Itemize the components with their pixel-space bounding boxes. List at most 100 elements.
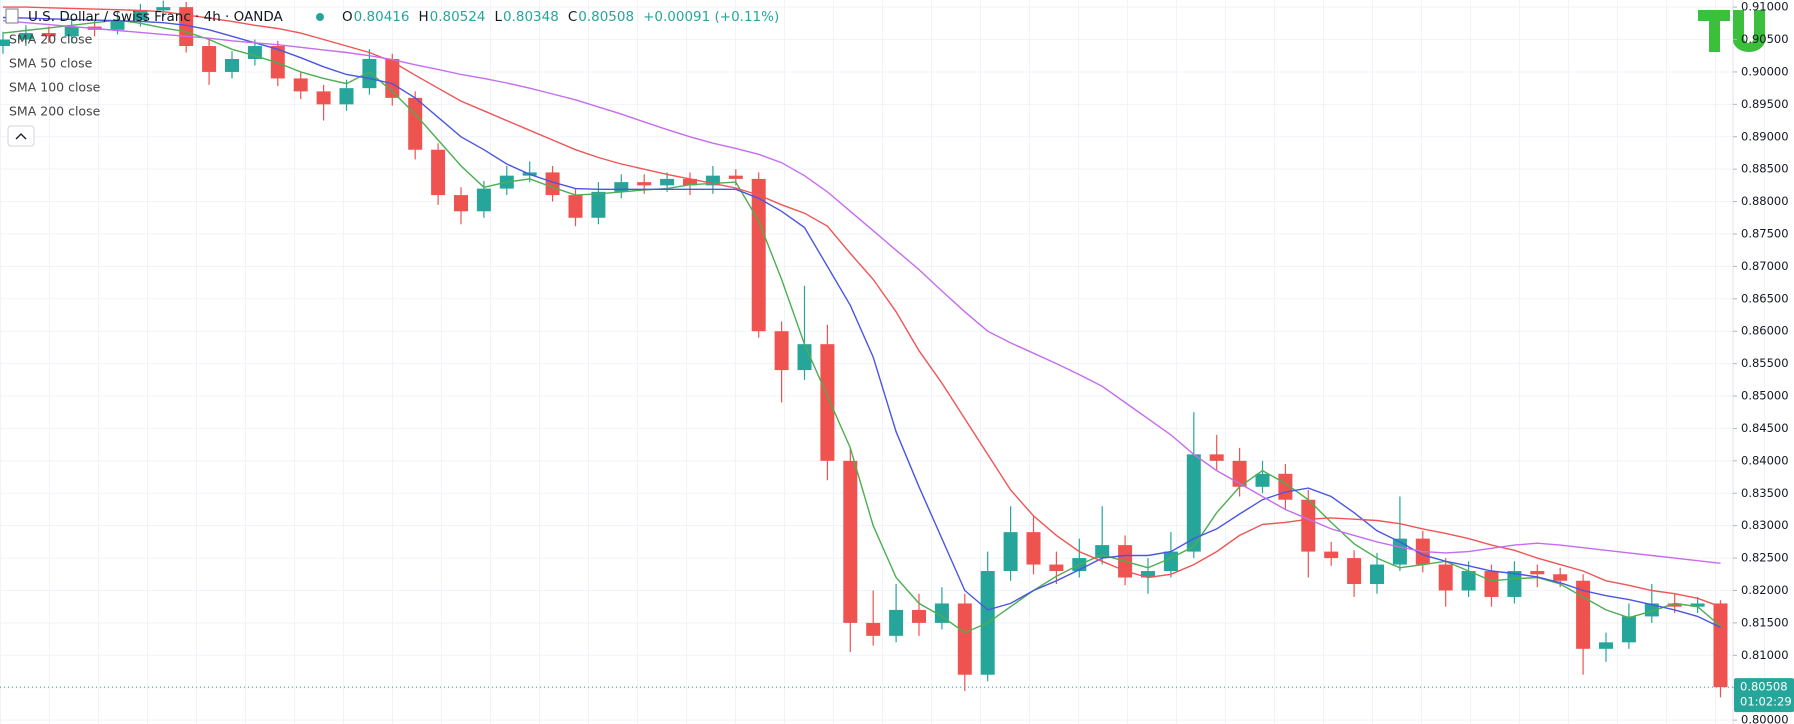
candle-body (957, 603, 972, 675)
candle-body (1530, 571, 1545, 575)
quote-value: 0.80524 (430, 9, 486, 25)
candle-body (1141, 571, 1155, 578)
candle-body (866, 622, 881, 636)
candle-body (820, 344, 835, 461)
candle-body (1095, 545, 1110, 559)
logo (1698, 10, 1765, 52)
candle-body (728, 175, 743, 179)
market-status (316, 13, 324, 21)
candle-body (1438, 564, 1453, 591)
candle-body (0, 39, 10, 47)
candle-body (1163, 551, 1178, 572)
candle-body (797, 344, 812, 371)
candle-body (1690, 603, 1705, 607)
candle-body (683, 178, 697, 186)
candle-body (18, 33, 33, 40)
y-tick-label: 0.88500 (1741, 162, 1789, 176)
candle-body (1049, 564, 1064, 572)
y-tick-label: 0.86000 (1741, 324, 1789, 338)
collapse-button[interactable] (7, 125, 35, 147)
candle-body (1370, 564, 1384, 584)
candle-body (1576, 580, 1591, 649)
legend-entry: SMA 200 close (9, 104, 101, 119)
y-tick-label: 0.84500 (1741, 421, 1789, 435)
header: U.S. Dollar / Swiss Franc · 4h · OANDA O… (5, 8, 779, 25)
sma-line (3, 6, 1721, 608)
y-tick-label: 0.87500 (1741, 226, 1789, 240)
candle-body (41, 33, 56, 37)
candle-body (225, 58, 239, 72)
candle-body (247, 46, 262, 59)
y-tick-label: 0.85000 (1741, 389, 1789, 403)
candle-body (1553, 574, 1568, 581)
y-tick-label: 0.90500 (1741, 32, 1789, 46)
candle-body (408, 97, 423, 150)
candle-body (545, 172, 560, 196)
y-tick-label: 0.89000 (1741, 129, 1789, 143)
y-tick-label: 0.85500 (1741, 356, 1789, 370)
candle-body (1026, 532, 1041, 565)
candle-body (751, 178, 766, 332)
y-tick-label: 0.82500 (1741, 551, 1789, 565)
candle-body (133, 10, 148, 21)
quote-label: H (418, 9, 428, 25)
candle-body (1209, 454, 1224, 461)
candle-body (156, 7, 171, 11)
y-tick-label: 0.90000 (1741, 64, 1789, 78)
candle-body (1599, 642, 1613, 649)
candle-body (774, 331, 789, 371)
quote-label: O (342, 9, 353, 25)
candle-body (1392, 538, 1407, 565)
symbol-title: U.S. Dollar / Swiss Franc · 4h · OANDA (28, 9, 284, 25)
candle-body (339, 88, 354, 105)
legend-entry: SMA 20 close (9, 32, 93, 47)
legend-entry: SMA 50 close (9, 56, 93, 71)
candle-body (660, 178, 675, 186)
candle-body (1507, 571, 1522, 597)
y-tick-label: 0.81500 (1741, 615, 1789, 629)
candle-body (202, 46, 217, 72)
candle-body (64, 26, 79, 37)
grid (0, 6, 1733, 721)
quote-value: 0.80416 (354, 9, 410, 25)
y-tick-label: 0.84000 (1741, 453, 1789, 467)
candle-body (568, 195, 583, 218)
sma-line (2, 20, 1721, 564)
candle-body (293, 78, 308, 92)
candle-body (431, 149, 446, 196)
y-tick-label: 0.89500 (1741, 97, 1789, 111)
candle-body (1255, 473, 1270, 487)
candle-body (614, 182, 629, 192)
y-tick-label: 0.82000 (1741, 583, 1789, 597)
candle-body (889, 609, 904, 636)
candle-body (1621, 616, 1636, 643)
quote-label: L (494, 9, 502, 25)
last-price-label: 0.80508 (1740, 680, 1788, 694)
symbol-icon (5, 8, 19, 24)
candle-body (843, 460, 858, 623)
sma-line (2, 19, 1721, 634)
quote-value: 0.80508 (578, 9, 634, 25)
y-tick-label: 0.86500 (1741, 291, 1789, 305)
last-price-box (1734, 678, 1794, 713)
candle-body (591, 191, 606, 218)
collapse-icon (15, 133, 27, 140)
legend-entry: SMA 100 close (9, 80, 101, 95)
y-tick-label: 0.83500 (1741, 486, 1789, 500)
candle-body (637, 182, 652, 186)
plot (0, 0, 1728, 698)
sma-line (2, 16, 1721, 629)
y-tick-label: 0.87000 (1741, 259, 1789, 273)
candle-body (1301, 499, 1316, 552)
candle-body (912, 609, 926, 623)
candle-body (1484, 571, 1499, 597)
candle-body (1644, 603, 1659, 617)
y-tick-label: 0.81000 (1741, 648, 1789, 662)
quote-change: +0.00091 (+0.11%) (643, 9, 779, 25)
quote-value: 0.80348 (503, 9, 559, 25)
quote-label: C (568, 9, 577, 25)
candle-body (1347, 558, 1362, 584)
candle-body (476, 188, 491, 212)
